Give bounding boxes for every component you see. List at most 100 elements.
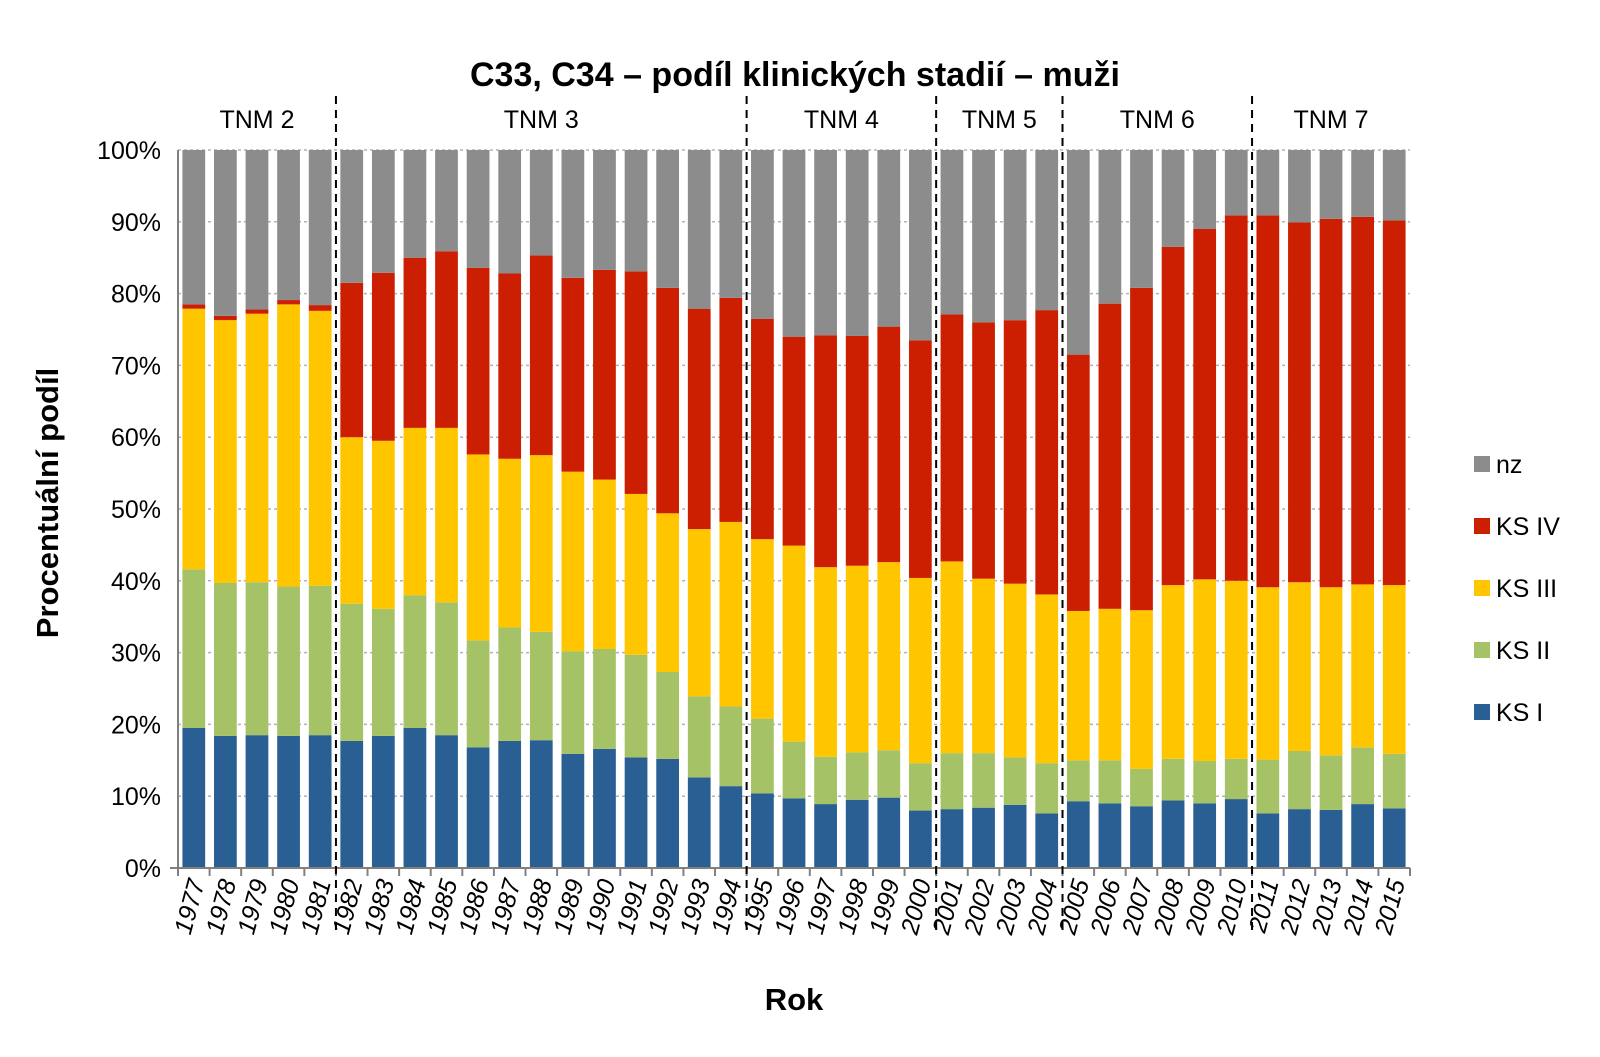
bar-segment: [1003, 757, 1027, 805]
bar-segment: [751, 718, 774, 794]
legend-swatch: [1474, 580, 1490, 596]
bar-segment: [972, 322, 995, 579]
bar-segment: [340, 437, 364, 604]
bar-segment: [624, 757, 648, 868]
bar-segment: [940, 809, 964, 868]
bar-segment: [908, 340, 932, 578]
bar-segment: [877, 326, 901, 563]
bar-segment: [466, 454, 490, 641]
bar-segment: [751, 150, 774, 319]
bar-segment: [245, 309, 269, 314]
chart-title: C33, C34 – podíl klinických stadií – muž…: [470, 56, 1120, 94]
bar-segment: [1130, 768, 1153, 807]
bar-segment: [1319, 809, 1343, 868]
legend-swatch: [1474, 704, 1490, 720]
bar-segment: [845, 335, 869, 566]
bar-segment: [1319, 587, 1343, 756]
bar-segment: [1224, 150, 1248, 216]
legend-swatch: [1474, 456, 1490, 472]
bar-segment: [277, 735, 300, 868]
bar-segment: [624, 493, 648, 655]
bar-segment: [1382, 220, 1406, 586]
bar-segment: [561, 471, 585, 652]
bar-segment: [845, 752, 869, 800]
bar-segment: [624, 150, 648, 272]
bar-segment: [435, 602, 458, 736]
bar-segment: [371, 735, 395, 868]
bar-segment: [403, 727, 427, 868]
bar-segment: [1193, 579, 1217, 762]
bar-segment: [182, 304, 206, 309]
bar-segment: [1003, 583, 1027, 758]
bar-segment: [656, 150, 680, 288]
bar-segment: [1035, 310, 1059, 595]
bar-segment: [1035, 813, 1059, 868]
bar-segment: [403, 150, 427, 258]
bar-segment: [1224, 215, 1248, 581]
bar-segment: [498, 150, 522, 274]
y-tick-label: 80%: [111, 281, 161, 309]
bar-segment: [719, 786, 743, 868]
legend-label: KS II: [1496, 637, 1550, 665]
bar-segment: [1098, 803, 1122, 868]
bar-segment: [1098, 760, 1122, 804]
bar-segment: [214, 582, 237, 736]
bar-segment: [782, 336, 806, 546]
bar-segment: [435, 735, 458, 868]
bar-segment: [877, 797, 901, 868]
bar-segment: [498, 273, 522, 459]
bar-segment: [814, 756, 837, 805]
bar-segment: [940, 150, 964, 315]
y-tick-label: 20%: [111, 711, 161, 739]
bar-segment: [1319, 150, 1343, 219]
bar-segment: [340, 603, 364, 741]
bar-segment: [182, 569, 206, 728]
bar-segment: [1382, 753, 1406, 809]
bar-segment: [435, 251, 458, 428]
bar-segment: [1161, 246, 1185, 586]
bar-segment: [1193, 761, 1217, 804]
bar-segment: [1193, 803, 1217, 868]
bar-segment: [1319, 218, 1343, 588]
legend-swatch: [1474, 518, 1490, 534]
bar-segment: [814, 567, 837, 757]
bar-segment: [182, 150, 206, 305]
bar-segment: [1193, 228, 1217, 580]
bar-segment: [1066, 354, 1090, 611]
bar-segment: [1003, 804, 1027, 868]
bar-segment: [1256, 215, 1280, 588]
bar-segment: [340, 740, 364, 868]
bar-segment: [308, 310, 332, 586]
bar-segment: [1098, 150, 1122, 304]
legend-label: KS IV: [1496, 513, 1560, 541]
bar-segment: [1003, 320, 1027, 584]
y-tick-label: 0%: [125, 855, 161, 883]
bar-segment: [656, 287, 680, 514]
bar-segment: [277, 586, 300, 736]
bar-segment: [751, 318, 774, 540]
bar-segment: [466, 640, 490, 748]
bar-segment: [1130, 610, 1153, 769]
bar-segment: [1288, 222, 1311, 583]
legend-label: KS III: [1496, 575, 1557, 603]
bar-segment: [877, 562, 901, 751]
bar-segment: [529, 631, 553, 741]
period-label: TNM 6: [1120, 106, 1195, 134]
bar-segment: [877, 750, 901, 798]
y-axis: 0% 10% 20% 30% 40% 50% 60% 70% 80% 90% 100%: [97, 137, 179, 883]
bar-segment: [1224, 758, 1248, 800]
legend-label: KS I: [1496, 699, 1543, 727]
bar-segment: [214, 150, 237, 316]
bar-segment: [845, 565, 869, 753]
bar-segment: [561, 753, 585, 868]
bar-segment: [1224, 799, 1248, 868]
bar-segment: [1351, 584, 1374, 748]
bar-segment: [466, 150, 490, 268]
bar-segment: [529, 150, 553, 256]
bar-segment: [814, 150, 837, 336]
bar-segment: [687, 696, 711, 778]
bar-segment: [403, 427, 427, 596]
bar-segment: [214, 735, 237, 868]
bar-segment: [1003, 150, 1027, 321]
